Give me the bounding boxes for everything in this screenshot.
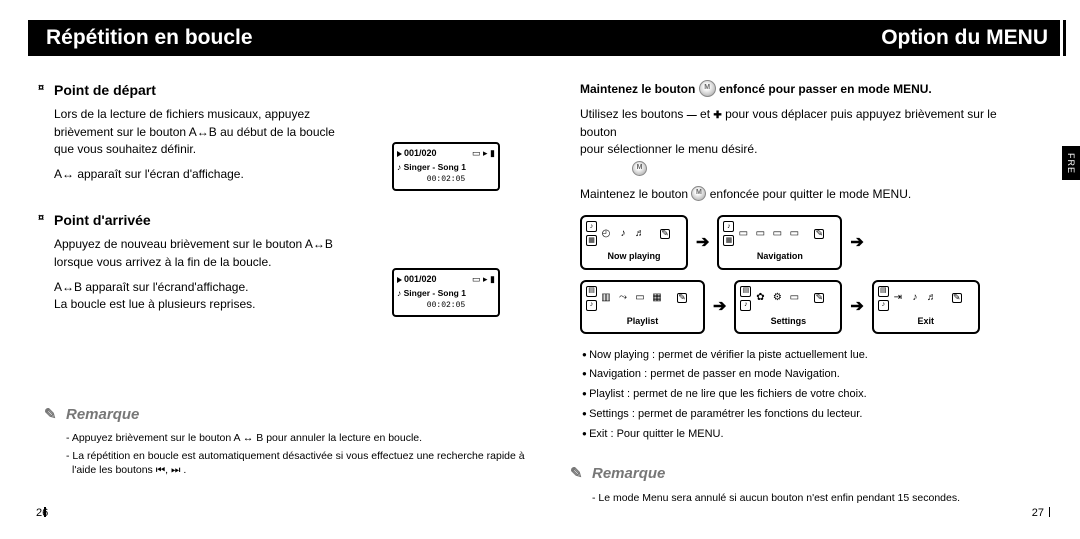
elapsed-time: 00:02:05 — [397, 174, 495, 186]
list-item: Exit : Pour quitter le MENU. — [582, 427, 1054, 443]
menu-button-icon: M — [632, 161, 647, 176]
list-item: Settings : permet de paramétrer les fonc… — [582, 407, 1054, 423]
section-title-end: Point d'arrivée — [54, 210, 528, 230]
lcd-screen-2: 001/020 ▭ ▸ ▮ ♪ Singer - Song 1 00:02:05 — [392, 268, 500, 317]
menu-label: Now playing — [607, 250, 660, 263]
text: pour sélectionner le menu désiré. — [580, 142, 757, 156]
menu-box-settings: ▤♪✿⚙▭✎ Settings — [734, 280, 842, 334]
para: A↔ apparaît sur l'écran d'affichage. — [54, 166, 338, 183]
lcd-screen-1: 001/020 ▭ ▸ ▮ ♪ Singer - Song 1 00:02:05 — [392, 142, 500, 191]
status-icons: ▭ ▸ ▮ — [472, 273, 495, 286]
track-counter: 001/020 — [404, 273, 437, 286]
play-icon — [397, 277, 402, 283]
note-icon: ♪ — [397, 162, 401, 172]
menu-box-navigation: ♪▦▭▭▭▭✎ Navigation — [717, 215, 842, 269]
minus-icon: — — [687, 110, 697, 121]
elapsed-time: 00:02:05 — [397, 300, 495, 312]
remark-item: La répétition en boucle est automatiquem… — [72, 449, 528, 477]
text: Utilisez les boutons — [580, 107, 687, 121]
menu-label: Exit — [918, 315, 935, 328]
section-title-start: Point de départ — [54, 80, 528, 100]
page-number-left: 26 — [36, 507, 48, 519]
arrow-icon: ➔ — [850, 231, 863, 254]
language-tab: FRE — [1062, 146, 1080, 180]
list-item: Now playing : permet de vérifier la pist… — [582, 348, 1054, 364]
menu-button-icon: M — [691, 186, 706, 201]
remark-heading: Remarque — [66, 404, 528, 426]
menu-box-exit: ▤♪⇥♪♬✎ Exit — [872, 280, 980, 334]
text: Maintenez le bouton — [580, 187, 691, 201]
arrow-icon: ➔ — [696, 231, 709, 254]
text: Maintenez le bouton — [580, 82, 695, 96]
track-counter: 001/020 — [404, 147, 437, 160]
para-btn: M pour sélectionner le menu désiré. — [580, 161, 1034, 178]
song-title: Singer - Song 1 — [404, 162, 466, 172]
note-icon: ♪ — [397, 288, 401, 298]
menu-diagram: ♪▦◴♪♬✎ Now playing ➔ ♪▦▭▭▭▭✎ Navigation … — [580, 215, 1054, 333]
page-spread: Point de départ Lors de la lecture de fi… — [0, 0, 1080, 539]
menu-descriptions: Now playing : permet de vérifier la pist… — [582, 348, 1054, 444]
para: Utilisez les boutons — et ✚ pour vous dé… — [580, 106, 1034, 158]
text: enfoncé pour passer en mode MENU. — [719, 82, 932, 96]
para: Lors de la lecture de fichiers musicaux,… — [54, 106, 338, 158]
para: A↔B apparaît sur l'écrand'affichage. La … — [54, 279, 338, 314]
menu-box-playlist: ▤♪▥⤳▭▦✎ Playlist — [580, 280, 705, 334]
menu-button-icon: M — [699, 80, 716, 97]
remark-item: Appuyez brièvement sur le bouton A ↔ B p… — [72, 431, 528, 445]
remark-heading: Remarque — [592, 463, 1054, 485]
play-icon — [397, 151, 402, 157]
intro-line: Maintenez le bouton M enfoncé pour passe… — [580, 80, 1034, 98]
arrow-icon: ➔ — [850, 295, 863, 318]
plus-icon: ✚ — [713, 110, 721, 121]
song-title: Singer - Song 1 — [404, 288, 466, 298]
remark-item: Le mode Menu sera annulé si aucun bouton… — [598, 491, 1054, 505]
menu-box-nowplaying: ♪▦◴♪♬✎ Now playing — [580, 215, 688, 269]
menu-label: Playlist — [627, 315, 659, 328]
list-item: Playlist : permet de ne lire que les fic… — [582, 387, 1054, 403]
para: Maintenez le bouton M enfoncée pour quit… — [580, 186, 1034, 203]
page-left: Point de départ Lors de la lecture de fi… — [14, 20, 540, 527]
page-number-right: 27 — [1032, 507, 1044, 519]
footer-rule — [1049, 507, 1051, 517]
page-right: Maintenez le bouton M enfoncé pour passe… — [540, 20, 1066, 527]
para: Appuyez de nouveau brièvement sur le bou… — [54, 236, 338, 271]
text: et — [697, 107, 714, 121]
menu-label: Navigation — [757, 250, 803, 263]
text: enfoncée pour quitter le mode MENU. — [706, 187, 911, 201]
list-item: Navigation : permet de passer en mode Na… — [582, 367, 1054, 383]
status-icons: ▭ ▸ ▮ — [472, 147, 495, 160]
arrow-icon: ➔ — [713, 295, 726, 318]
menu-label: Settings — [771, 315, 807, 328]
